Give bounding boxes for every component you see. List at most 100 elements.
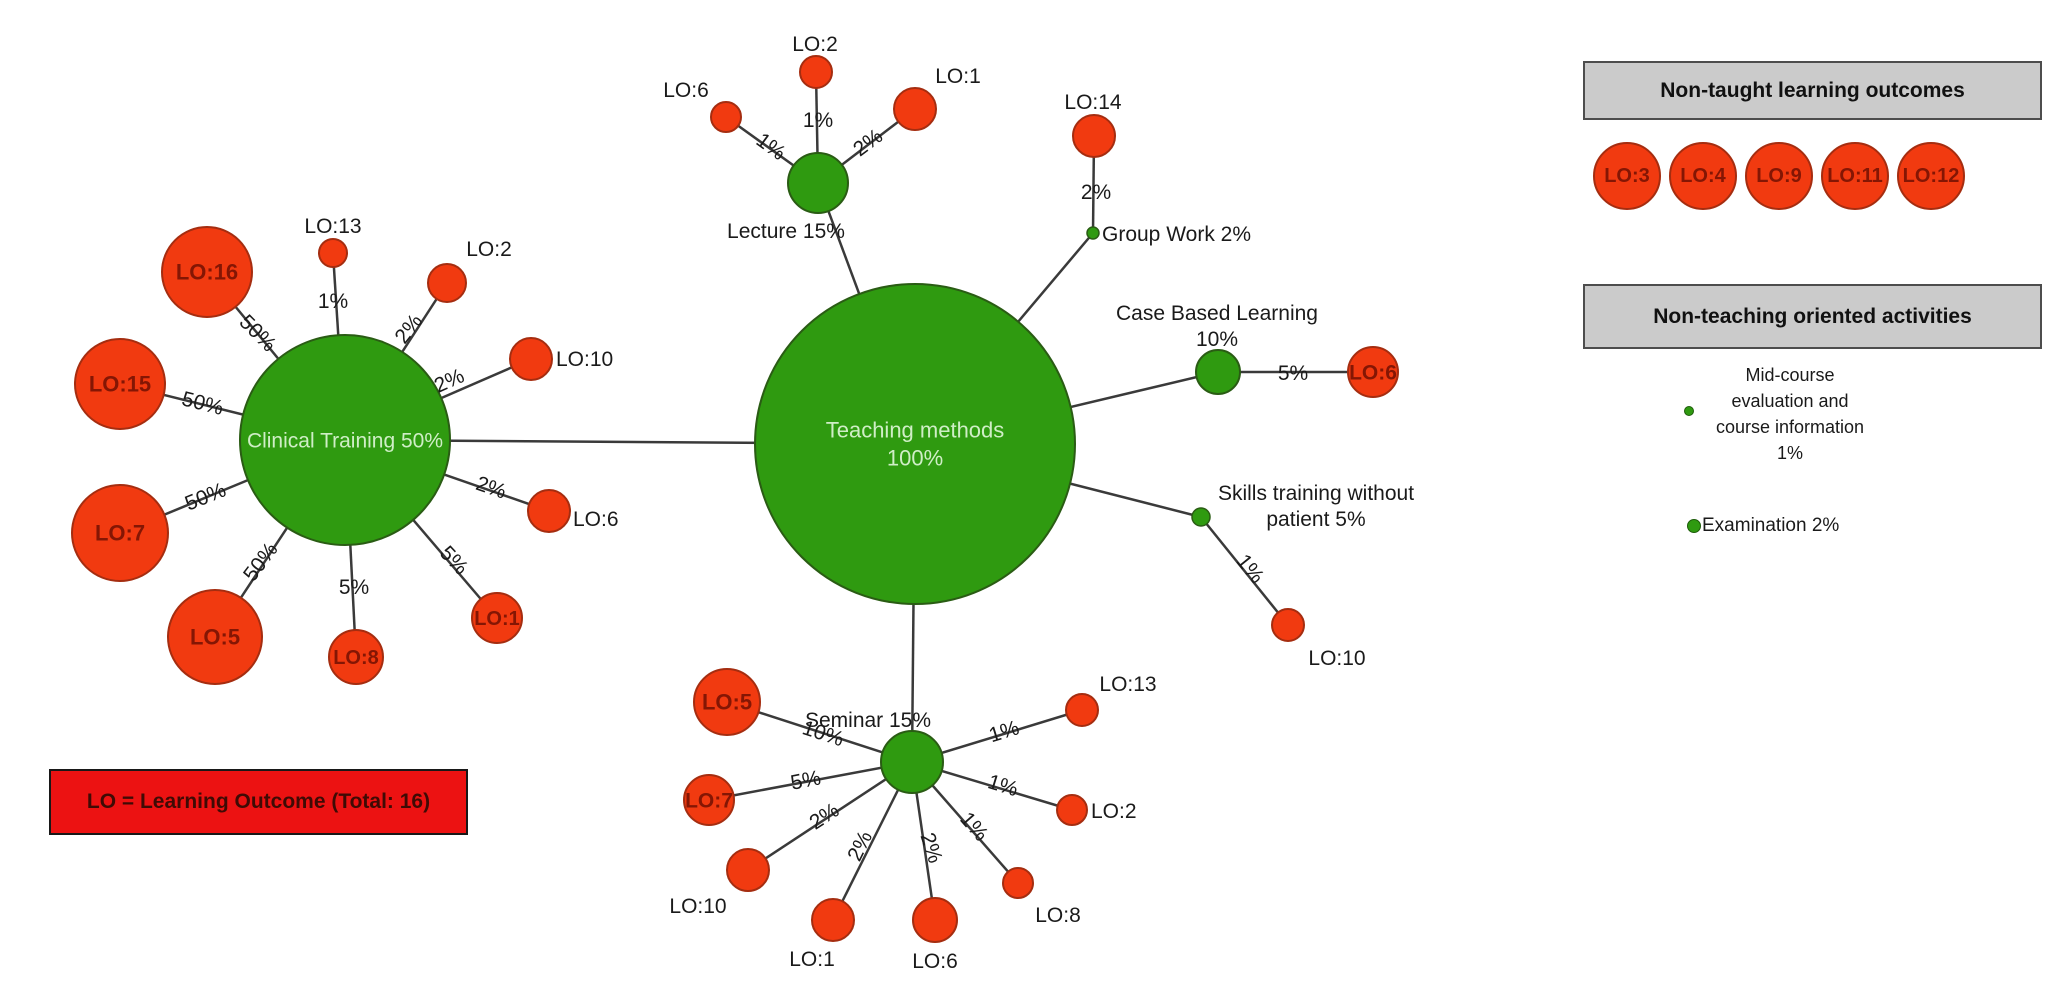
non-taught-lo-circle: LO:12	[1897, 142, 1965, 210]
node-circle-lecture	[787, 152, 849, 214]
node-inside-label-c16: LO:16	[176, 260, 238, 285]
edge-skills-s10	[1200, 516, 1289, 626]
edge-label-clinical-c8: 5%	[339, 576, 369, 599]
midcourse-dot-icon	[1684, 406, 1694, 416]
non-taught-lo-circle: LO:4	[1669, 142, 1737, 210]
midcourse-line: 1%	[1776, 443, 1803, 463]
node-circle-clinical	[239, 334, 451, 546]
edge-label-clinical-c15: 50%	[179, 387, 225, 419]
node-label-skills: Skills training without	[1218, 482, 1414, 505]
panel-non-taught: Non-taught learning outcomes	[1583, 61, 2042, 120]
node-inside-label-cb6: LO:6	[1349, 361, 1397, 384]
node-label-c10: LO:10	[556, 348, 613, 371]
node-label-skills: patient 5%	[1266, 508, 1365, 531]
node-inside-label-teaching: Teaching methods	[826, 418, 1005, 443]
edge-label-clinical-c16: 50%	[235, 310, 281, 356]
node-circle-skills	[1191, 507, 1211, 527]
node-circle-se8	[1002, 867, 1034, 899]
edge-label-seminar-se1: 2%	[843, 827, 877, 864]
node-circle-se10	[726, 848, 770, 892]
node-circle-l1	[893, 87, 937, 131]
node-inside-label-c1: LO:1	[474, 608, 520, 630]
node-circle-se5	[693, 668, 761, 736]
node-label-c6: LO:6	[573, 508, 619, 531]
node-circle-c15	[74, 338, 166, 430]
node-circle-teaching	[754, 283, 1076, 605]
non-taught-lo-circle: LO:9	[1745, 142, 1813, 210]
edge-seminar-se7	[708, 760, 913, 802]
node-label-c13: LO:13	[304, 215, 361, 238]
node-label-seminar: Seminar 15%	[805, 709, 931, 732]
edge-label-seminar-se8: 1%	[955, 808, 992, 846]
node-circle-se7	[683, 774, 735, 826]
node-circle-se1	[811, 898, 855, 942]
edge-label-skills-s10: 1%	[1232, 550, 1269, 588]
node-label-g14: LO:14	[1064, 91, 1122, 114]
node-circle-seminar	[880, 730, 944, 794]
node-circle-cbl	[1195, 349, 1241, 395]
node-label-se8: LO:8	[1035, 904, 1081, 927]
node-label-l2: LO:2	[792, 33, 838, 56]
edge-label-clinical-c6: 2%	[473, 472, 509, 504]
node-label-l6: LO:6	[663, 79, 709, 102]
midcourse-line: Mid-course	[1745, 365, 1835, 385]
node-inside-label-se5: LO:5	[702, 690, 752, 715]
edge-label-seminar-se13: 1%	[986, 716, 1022, 747]
examination-dot-icon	[1687, 519, 1701, 533]
node-label-s10: LO:10	[1308, 647, 1365, 670]
edge-label-seminar-se2: 1%	[985, 770, 1021, 801]
edge-label-clinical-c7: 50%	[182, 478, 230, 515]
node-circle-groupwork	[1086, 226, 1100, 240]
node-circle-s10	[1271, 608, 1305, 642]
node-inside-label-c15: LO:15	[89, 372, 151, 397]
panel-non-teaching-title: Non-teaching oriented activities	[1653, 304, 1972, 328]
non-taught-lo-circle: LO:11	[1821, 142, 1889, 210]
midcourse-line: evaluation and	[1731, 391, 1849, 411]
edge-label-clinical-c2: 2%	[390, 310, 427, 348]
node-circle-l2	[799, 55, 833, 89]
node-circle-c7	[71, 484, 169, 582]
node-label-se6: LO:6	[912, 950, 958, 973]
node-circle-c1	[471, 592, 523, 644]
node-label-cbl: Case Based Learning	[1116, 302, 1318, 325]
panel-non-taught-title: Non-taught learning outcomes	[1660, 78, 1965, 102]
node-circle-se13	[1065, 693, 1099, 727]
node-circle-c2	[427, 263, 467, 303]
node-circle-c10	[509, 337, 553, 381]
node-circle-c5	[167, 589, 263, 685]
node-label-l1: LO:1	[935, 65, 981, 88]
midcourse-label: Mid-course evaluation and course informa…	[1680, 362, 1900, 466]
non-taught-lo-circle: LO:3	[1593, 142, 1661, 210]
legend-box: LO = Learning Outcome (Total: 16)	[49, 769, 468, 835]
node-inside-label-clinical: Clinical Training 50%	[247, 429, 443, 452]
edge-label-groupwork-g14: 2%	[1081, 181, 1111, 204]
edge-label-clinical-c1: 5%	[435, 542, 473, 580]
node-circle-g14	[1072, 114, 1116, 158]
node-label-groupwork: Group Work 2%	[1102, 223, 1251, 246]
node-label-c2: LO:2	[466, 238, 512, 261]
node-label-lecture: Lecture 15%	[727, 220, 845, 243]
node-inside-label-c8: LO:8	[333, 647, 379, 669]
non-taught-lo-row: LO:3 LO:4 LO:9 LO:11 LO:12	[1593, 142, 1965, 210]
edge-label-seminar-se7: 5%	[789, 766, 823, 794]
edge-seminar-se10	[747, 760, 913, 872]
node-circle-c6	[527, 489, 571, 533]
edge-label-lecture-l2: 1%	[803, 109, 833, 132]
panel-non-teaching: Non-teaching oriented activities	[1583, 284, 2042, 349]
node-inside-label-se7: LO:7	[685, 789, 733, 812]
node-circle-se2	[1056, 794, 1088, 826]
node-circle-c8	[328, 629, 384, 685]
edge-label-clinical-c13: 1%	[318, 290, 348, 313]
node-label-se2: LO:2	[1091, 800, 1137, 823]
node-circle-c13	[318, 238, 348, 268]
node-inside-label-c7: LO:7	[95, 521, 145, 546]
node-circle-se6	[912, 897, 958, 943]
node-label-se1: LO:1	[789, 948, 835, 971]
node-inside-label-c5: LO:5	[190, 625, 240, 650]
node-circle-c16	[161, 226, 253, 318]
node-circle-cb6	[1347, 346, 1399, 398]
examination-label: Examination 2%	[1702, 515, 1840, 536]
node-label-se13: LO:13	[1099, 673, 1156, 696]
